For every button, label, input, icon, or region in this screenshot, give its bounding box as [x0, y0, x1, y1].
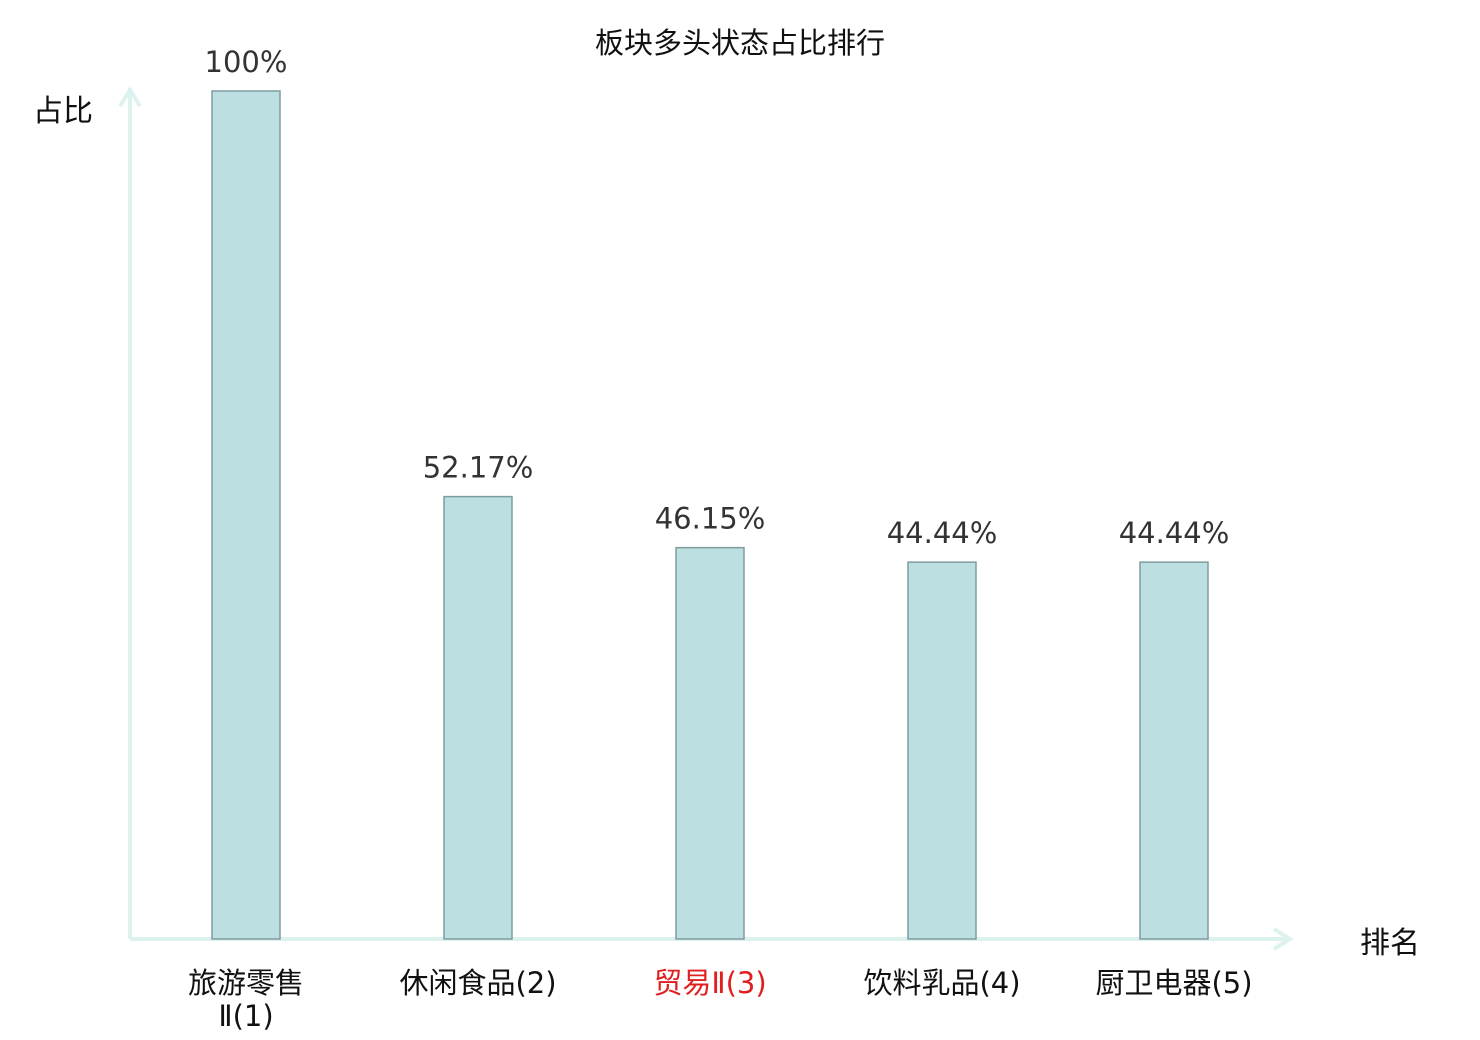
- y-axis-arrow: [118, 86, 142, 108]
- bar: [1139, 561, 1209, 940]
- x-tick-label: 旅游零售 Ⅱ(1): [188, 966, 304, 1033]
- x-tick-label: 休闲食品(2): [399, 966, 556, 1000]
- x-axis-label: 排名: [1360, 926, 1420, 961]
- data-label: 44.44%: [887, 516, 998, 550]
- data-label: 44.44%: [1119, 516, 1230, 550]
- x-tick-label: 饮料乳品(4): [863, 966, 1020, 1000]
- bars: [211, 90, 1209, 940]
- data-label: 52.17%: [423, 451, 534, 485]
- data-label: 100%: [205, 45, 288, 79]
- y-axis-label: 占比: [33, 94, 93, 129]
- x-tick-label: 贸易Ⅱ(3): [653, 966, 766, 1000]
- data-label: 46.15%: [655, 502, 766, 536]
- x-tick-label: 厨卫电器(5): [1095, 966, 1252, 1000]
- bar: [675, 546, 745, 940]
- bar: [907, 561, 977, 940]
- bar: [211, 90, 281, 940]
- x-axis-arrow: [1272, 927, 1294, 951]
- value-labels: 100% 52.17% 46.15% 44.44% 44.44%: [205, 45, 1230, 550]
- bar: [443, 495, 513, 940]
- chart-title: 板块多头状态占比排行: [595, 26, 885, 60]
- x-tick-labels: 旅游零售 Ⅱ(1) 休闲食品(2) 贸易Ⅱ(3) 饮料乳品(4) 厨卫电器(5): [188, 966, 1253, 1033]
